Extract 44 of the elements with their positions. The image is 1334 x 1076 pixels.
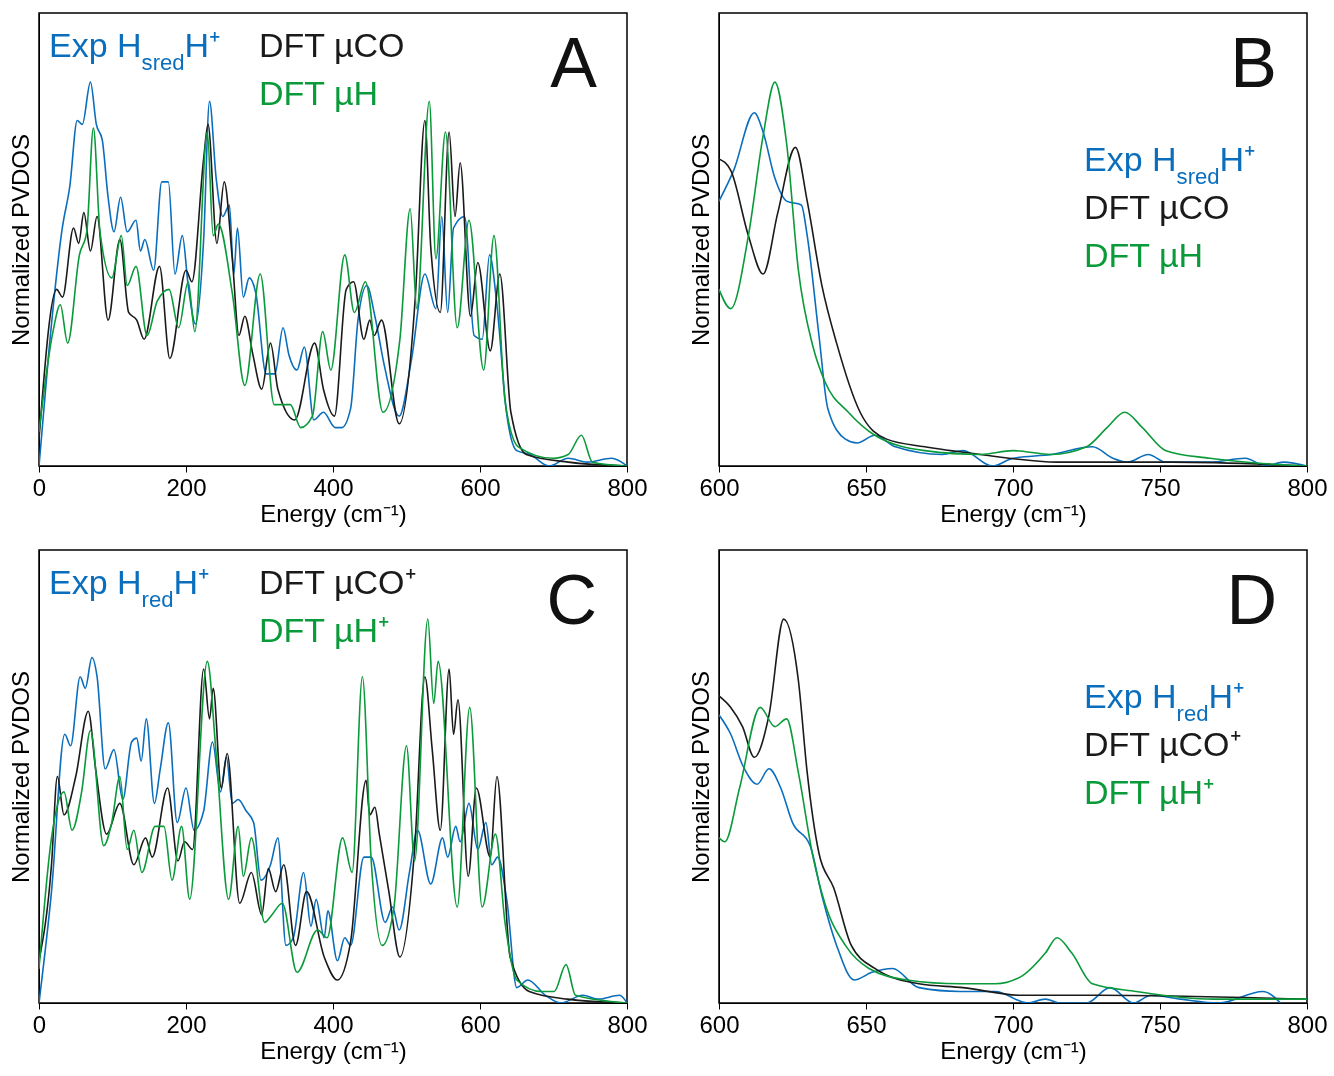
x-tick-label: 400 bbox=[313, 473, 354, 501]
x-axis-title: Energy (cm⁻¹) bbox=[940, 1036, 1087, 1064]
annotation: A bbox=[550, 24, 598, 102]
text: DFT µCO⁺ bbox=[259, 563, 416, 601]
y-axis-title: Normalized PVDOS bbox=[686, 670, 714, 884]
x-axis-title: Energy (cm⁻¹) bbox=[260, 499, 407, 527]
text: DFT µCO⁺ bbox=[1084, 725, 1241, 763]
series-label: Exp H$_{red}$H⁺ bbox=[49, 563, 210, 612]
x-tick-label: 0 bbox=[32, 473, 47, 501]
x-tick-label: 750 bbox=[1140, 1010, 1181, 1038]
text: DFT µCO bbox=[1084, 188, 1230, 226]
text: Exp H$_{red}$H⁺ bbox=[1084, 677, 1245, 726]
text: DFT µH bbox=[1084, 236, 1204, 274]
x-tick-label: 200 bbox=[166, 1010, 207, 1038]
x-tick-label: 400 bbox=[313, 1010, 354, 1038]
x-tick-label: 800 bbox=[1287, 1010, 1328, 1038]
series-label: DFT µH⁺ bbox=[259, 611, 390, 649]
x-tick-label: 600 bbox=[699, 1010, 740, 1038]
x-tick-label: 200 bbox=[166, 473, 207, 501]
series-label: DFT µH bbox=[259, 74, 379, 112]
y-axis-title: Normalized PVDOS bbox=[6, 670, 34, 884]
x-axis-title: Energy (cm⁻¹) bbox=[940, 499, 1087, 527]
annotation: C bbox=[546, 561, 597, 639]
x-tick-label: 600 bbox=[460, 473, 501, 501]
series-label: DFT µCO bbox=[259, 26, 405, 64]
x-tick-label: 650 bbox=[846, 473, 887, 501]
annotation: B bbox=[1230, 24, 1277, 102]
x-tick-label: 750 bbox=[1140, 473, 1181, 501]
x-axis-title: Energy (cm⁻¹) bbox=[260, 1036, 407, 1064]
x-tick-label: 0 bbox=[32, 1010, 47, 1038]
x-tick-label: 700 bbox=[993, 473, 1034, 501]
text: Exp H$_{sred}$H⁺ bbox=[1084, 140, 1256, 189]
text: DFT µH⁺ bbox=[1084, 773, 1215, 811]
y-axis-title: Normalized PVDOS bbox=[6, 133, 34, 347]
x-tick-label: 700 bbox=[993, 1010, 1034, 1038]
y-axis-title: Normalized PVDOS bbox=[686, 133, 714, 347]
annotation: D bbox=[1226, 561, 1277, 639]
x-tick-label: 650 bbox=[846, 1010, 887, 1038]
x-tick-label: 800 bbox=[1287, 473, 1328, 501]
x-tick-label: 600 bbox=[699, 473, 740, 501]
x-tick-label: 800 bbox=[607, 473, 648, 501]
series-label: Exp H$_{sred}$H⁺ bbox=[49, 26, 221, 75]
x-tick-label: 800 bbox=[607, 1010, 648, 1038]
x-tick-label: 600 bbox=[460, 1010, 501, 1038]
